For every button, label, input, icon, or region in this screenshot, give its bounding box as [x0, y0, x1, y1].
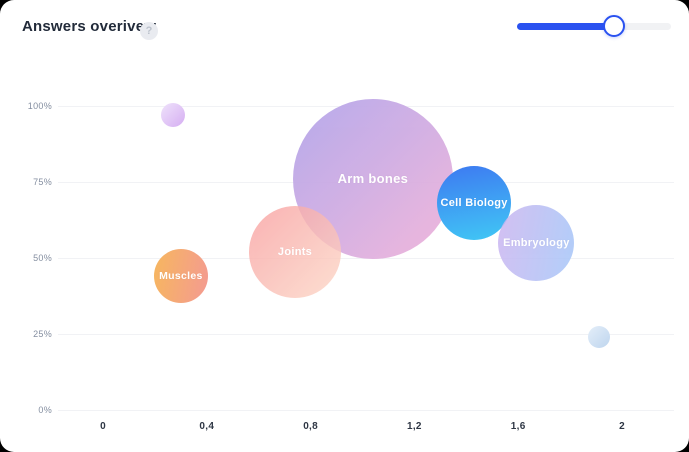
x-axis-label-0,8: 0,8: [303, 421, 318, 432]
y-axis-label-100%: 100%: [27, 101, 52, 111]
bubble-label-embryology: Embryology: [503, 236, 570, 249]
card-header: Answers overivew ?: [0, 0, 689, 56]
bubble-muscles[interactable]: Muscles: [153, 249, 208, 304]
y-axis-label-75%: 75%: [33, 177, 52, 187]
slider-fill: [517, 23, 615, 30]
gridline-25%: [58, 334, 674, 335]
x-axis-label-0: 0: [100, 421, 106, 432]
x-axis-label-1,6: 1,6: [510, 421, 526, 432]
bubble-label-joints: Joints: [277, 245, 313, 258]
y-axis-label-25%: 25%: [33, 329, 52, 339]
bubble-embryology[interactable]: Embryology: [498, 204, 575, 281]
bubble-label-cell-biology: Cell Biology: [440, 197, 508, 210]
y-axis-label-0%: 0%: [38, 405, 52, 415]
help-icon[interactable]: ?: [140, 22, 158, 40]
bubble-label-muscles: Muscles: [159, 270, 203, 283]
bubble-joints[interactable]: Joints: [249, 205, 342, 298]
bubble-cell-biology[interactable]: Cell Biology: [437, 166, 512, 241]
gridline-0%: [58, 410, 674, 411]
bubble-label-arm-bones: Arm bones: [337, 171, 409, 187]
bubble-unlabeled-purple[interactable]: [161, 103, 186, 128]
bubble-unlabeled-blue[interactable]: [587, 326, 610, 349]
x-axis-label-0,4: 0,4: [199, 421, 215, 432]
x-axis-label-2: 2: [619, 421, 625, 432]
slider: [517, 15, 671, 37]
x-axis-label-1,2: 1,2: [406, 421, 422, 432]
page-title: Answers overivew: [22, 18, 157, 35]
slider-handle[interactable]: [603, 15, 626, 37]
y-axis-label-50%: 50%: [33, 253, 52, 263]
slider-track[interactable]: [517, 15, 671, 37]
